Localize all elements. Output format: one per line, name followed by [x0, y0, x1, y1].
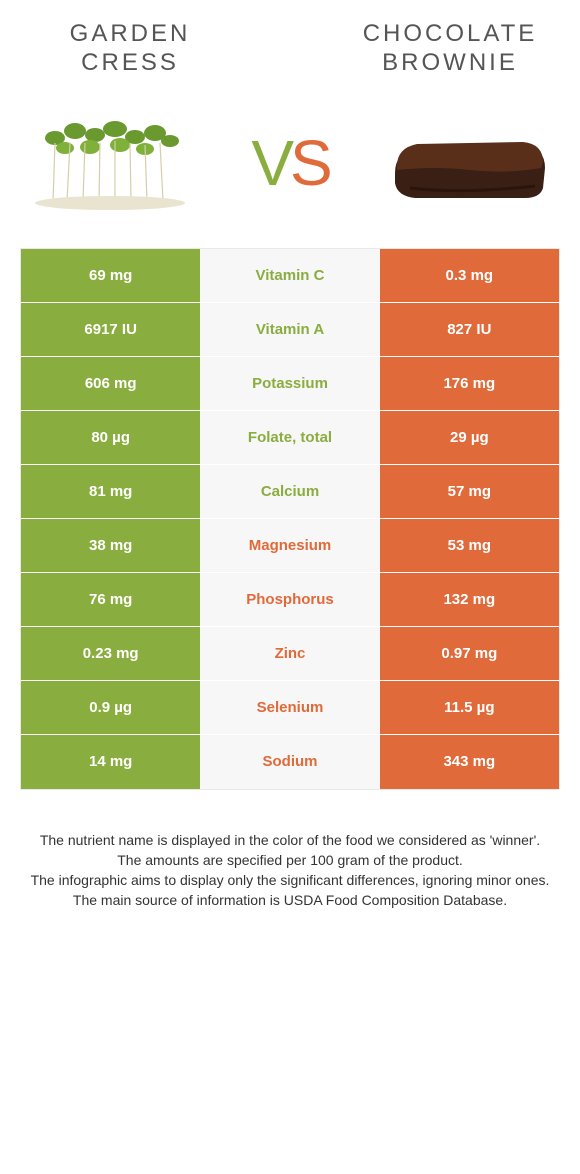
left-value: 38 mg	[21, 519, 200, 572]
garden-cress-image	[20, 108, 200, 218]
left-value: 0.9 µg	[21, 681, 200, 734]
footer-notes: The nutrient name is displayed in the co…	[0, 790, 580, 911]
footer-line-4: The main source of information is USDA F…	[28, 890, 552, 910]
cress-icon	[25, 113, 195, 213]
left-value: 0.23 mg	[21, 627, 200, 680]
vs-label: VS	[251, 126, 328, 200]
nutrient-name: Potassium	[200, 357, 379, 410]
table-row: 14 mgSodium343 mg	[21, 735, 559, 789]
left-value: 81 mg	[21, 465, 200, 518]
right-value: 176 mg	[380, 357, 559, 410]
footer-line-3: The infographic aims to display only the…	[28, 870, 552, 890]
left-value: 80 µg	[21, 411, 200, 464]
vs-s: S	[290, 127, 329, 199]
nutrient-name: Folate, total	[200, 411, 379, 464]
nutrient-name: Sodium	[200, 735, 379, 789]
nutrient-name: Magnesium	[200, 519, 379, 572]
right-value: 827 IU	[380, 303, 559, 356]
right-value: 0.97 mg	[380, 627, 559, 680]
table-row: 6917 IUVitamin A827 IU	[21, 303, 559, 357]
vs-row: VS	[0, 88, 580, 248]
right-value: 132 mg	[380, 573, 559, 626]
right-value: 29 µg	[380, 411, 559, 464]
table-row: 76 mgPhosphorus132 mg	[21, 573, 559, 627]
left-value: 6917 IU	[21, 303, 200, 356]
table-row: 69 mgVitamin C0.3 mg	[21, 249, 559, 303]
nutrient-name: Zinc	[200, 627, 379, 680]
nutrient-name: Calcium	[200, 465, 379, 518]
left-value: 606 mg	[21, 357, 200, 410]
right-value: 57 mg	[380, 465, 559, 518]
left-value: 76 mg	[21, 573, 200, 626]
table-row: 0.23 mgZinc0.97 mg	[21, 627, 559, 681]
table-row: 606 mgPotassium176 mg	[21, 357, 559, 411]
footer-line-1: The nutrient name is displayed in the co…	[28, 830, 552, 850]
brownie-image	[380, 108, 560, 218]
right-value: 11.5 µg	[380, 681, 559, 734]
nutrient-name: Selenium	[200, 681, 379, 734]
header: GARDEN CRESS CHOCOLATE BROWNIE	[0, 0, 580, 88]
right-food-title: CHOCOLATE BROWNIE	[350, 20, 550, 78]
nutrient-name: Phosphorus	[200, 573, 379, 626]
table-row: 80 µgFolate, total29 µg	[21, 411, 559, 465]
nutrient-table: 69 mgVitamin C0.3 mg6917 IUVitamin A827 …	[20, 248, 560, 790]
right-value: 53 mg	[380, 519, 559, 572]
footer-line-2: The amounts are specified per 100 gram o…	[28, 850, 552, 870]
right-value: 343 mg	[380, 735, 559, 789]
left-value: 69 mg	[21, 249, 200, 302]
table-row: 0.9 µgSelenium11.5 µg	[21, 681, 559, 735]
brownie-icon	[385, 118, 555, 208]
nutrient-name: Vitamin A	[200, 303, 379, 356]
table-row: 38 mgMagnesium53 mg	[21, 519, 559, 573]
nutrient-name: Vitamin C	[200, 249, 379, 302]
vs-v: V	[251, 127, 290, 199]
right-value: 0.3 mg	[380, 249, 559, 302]
left-food-title: GARDEN CRESS	[30, 20, 230, 78]
table-row: 81 mgCalcium57 mg	[21, 465, 559, 519]
left-value: 14 mg	[21, 735, 200, 789]
